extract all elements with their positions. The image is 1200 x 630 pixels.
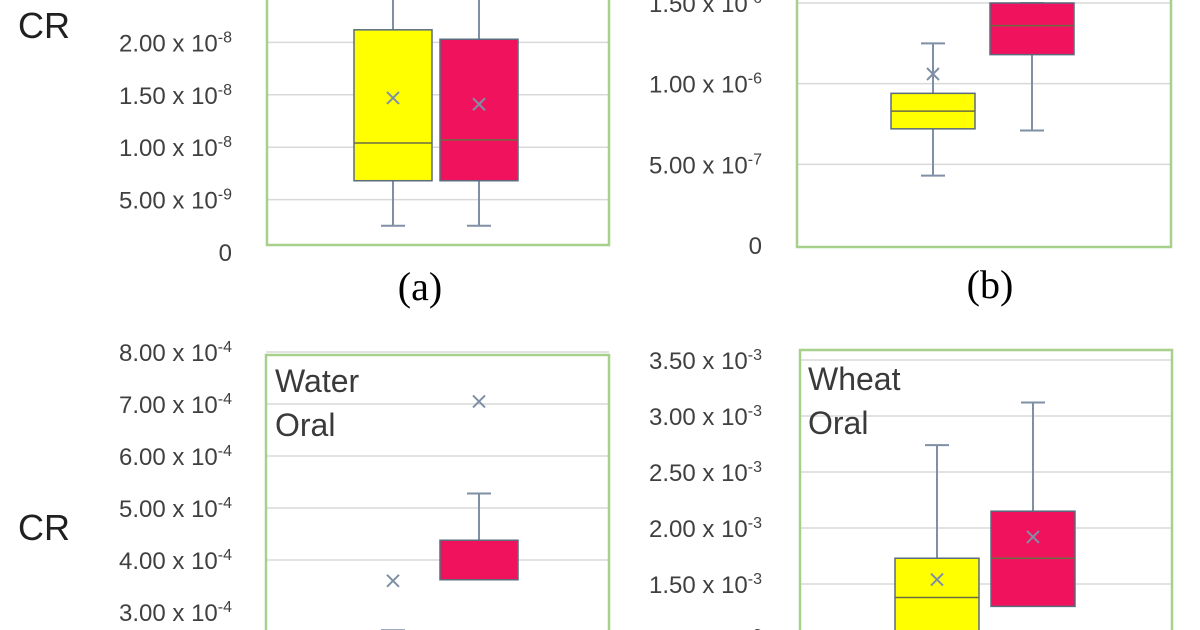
mean-marker xyxy=(930,572,944,587)
box-iqr xyxy=(894,557,980,630)
y-tick-label: 3.00 x 10-4 xyxy=(119,599,232,627)
chart-panel-wheat-oral: 1.00 x 10-3 1.50 x 10-3 2.00 x 10-3 2.50 x … xyxy=(649,347,1174,630)
plot-frame xyxy=(798,348,1174,630)
y-tick-label: 0 xyxy=(749,233,762,260)
y-tick-label: 2.50 x 10-8 xyxy=(119,0,232,5)
panel-label: (b) xyxy=(967,262,1014,307)
panel-text: Oral xyxy=(808,405,868,441)
y-axis-label: CR xyxy=(18,5,70,46)
mean-marker xyxy=(1026,530,1040,544)
y-tick-label: 2.00 x 10-8 xyxy=(119,29,232,57)
box-iqr xyxy=(353,29,433,182)
panel-text: Oral xyxy=(275,407,335,443)
panel-text: Wheat xyxy=(808,361,901,397)
y-tick-label: 1.00 x 10-6 xyxy=(649,71,762,99)
box-iqr xyxy=(439,38,519,182)
y-tick-label: 3.00 x 10-3 xyxy=(649,403,762,431)
y-tick-label: 6.00 x 10-4 xyxy=(119,443,232,471)
panel-label: (a) xyxy=(398,264,442,309)
mean-marker xyxy=(472,97,486,111)
mean-marker xyxy=(386,574,400,588)
y-tick-label: 1.00 x 10-8 xyxy=(119,134,232,162)
y-tick-label: 4.00 x 10-4 xyxy=(119,547,232,575)
y-tick-label: 1.50 x 10-6 xyxy=(649,0,762,18)
mean-marker xyxy=(386,91,400,105)
y-tick-label: 5.00 x 10-4 xyxy=(119,495,232,523)
y-tick-label: 1.50 x 10-3 xyxy=(649,571,762,599)
chart-panel-b: 0 5.00 x 10-7 1.00 x 10-6 1.50 x 10-6 (b) xyxy=(649,0,1173,307)
y-tick-label: 2.50 x 10-3 xyxy=(649,459,762,487)
plot-frame xyxy=(795,0,1173,249)
y-axis-label: CR xyxy=(18,507,70,548)
panel-text: Water xyxy=(275,363,360,399)
y-tick-label: 2.00 x 10-3 xyxy=(649,515,762,543)
mean-marker xyxy=(926,67,940,81)
y-tick-label: 8.00 x 10-4 xyxy=(119,339,232,367)
y-tick-label: 5.00 x 10-7 xyxy=(649,151,762,179)
plot-frame xyxy=(265,0,611,247)
y-tick-label: 3.50 x 10-3 xyxy=(649,347,762,375)
y-tick-label: 1.00 x 10-3 xyxy=(649,627,762,630)
box-iqr xyxy=(989,2,1075,56)
y-tick-label: 5.00 x 10-9 xyxy=(119,187,232,215)
chart-panel-water-oral: 3.00 x 10-4 4.00 x 10-4 5.00 x 10-4 6.00 x … xyxy=(18,339,611,630)
y-tick-label: 0 xyxy=(219,240,232,267)
box-iqr xyxy=(439,539,519,581)
y-tick-label: 7.00 x 10-4 xyxy=(119,391,232,419)
mean-marker xyxy=(472,394,486,409)
chart-panel-a: 0 5.00 x 10-9 1.00 x 10-8 1.50 x 10-8 2.00 x… xyxy=(18,0,611,309)
y-tick-label: 1.50 x 10-8 xyxy=(119,82,232,110)
plot-frame xyxy=(264,353,611,630)
